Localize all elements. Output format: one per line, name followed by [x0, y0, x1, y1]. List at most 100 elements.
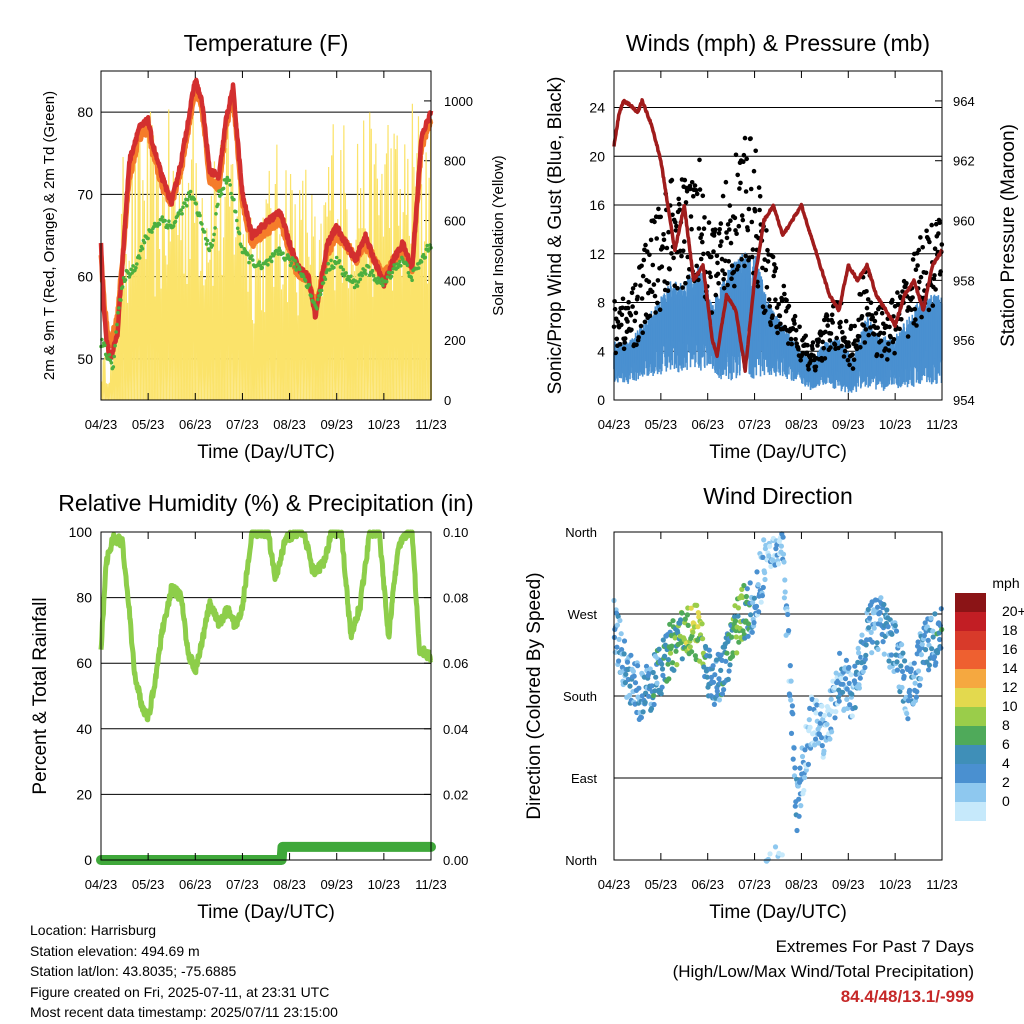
gust-point	[638, 283, 643, 288]
gust-point	[691, 194, 696, 199]
direction-point	[689, 649, 695, 655]
direction-point	[727, 662, 733, 668]
direction-point	[710, 679, 717, 685]
figure-created: Figure created on Fri, 2025-07-11, at 23…	[30, 983, 330, 1000]
direction-point	[862, 656, 868, 662]
colorbar-label: 0	[1002, 793, 1010, 809]
dewpoint-point	[281, 251, 285, 255]
gust-point	[796, 346, 801, 352]
dewpoint-point	[352, 285, 357, 290]
dewpoint-point	[227, 178, 231, 183]
winds-ytick-right-label: 960	[953, 214, 975, 229]
direction-xtick-label: 08/23	[785, 877, 818, 892]
gust-point	[913, 267, 919, 273]
gust-point	[650, 262, 656, 268]
direction-point	[894, 659, 900, 665]
direction-point	[901, 673, 907, 680]
direction-point	[674, 662, 680, 668]
gust-point	[680, 285, 685, 290]
direction-point	[918, 676, 924, 682]
dewpoint-point	[107, 353, 112, 357]
gust-point	[873, 311, 879, 316]
direction-point	[844, 686, 850, 692]
dewpoint-point	[177, 212, 182, 216]
gust-point	[842, 348, 848, 354]
solar-spike	[319, 223, 323, 401]
gust-point	[849, 323, 854, 329]
gust-point	[741, 159, 746, 164]
direction-point	[780, 534, 786, 540]
gust-point	[854, 343, 859, 348]
direction-point	[749, 629, 755, 635]
direction-point	[649, 683, 655, 689]
gust-point	[643, 242, 648, 248]
gust-point	[676, 196, 681, 202]
gust-point	[764, 285, 770, 290]
temperature-ytick-right-label: 1000	[444, 94, 473, 109]
humidity-xtick-label: 09/23	[320, 877, 353, 892]
winds-ytick-right-label: 954	[953, 393, 975, 408]
colorbar-swatch	[955, 764, 986, 783]
direction-point	[761, 537, 767, 543]
direction-point	[877, 617, 884, 623]
dewpoint-point	[298, 267, 302, 272]
humidity-ytick-right-label: 0.08	[443, 591, 468, 606]
dewpoint-point	[389, 274, 394, 279]
gust-point	[776, 302, 781, 307]
gust-point	[783, 308, 789, 314]
direction-point	[788, 730, 795, 737]
gust-point	[888, 334, 893, 340]
winds-panel: Winds (mph) & Pressure (mb) 0 4 8 12 16 20 24 95…	[545, 30, 1019, 463]
dewpoint-point	[339, 265, 344, 269]
dewpoint-point	[360, 273, 365, 278]
solar-spike	[143, 200, 146, 401]
humidity-ytick-right-label: 0.00	[443, 853, 468, 868]
gust-point	[633, 310, 639, 316]
gust-point	[649, 289, 655, 295]
gust-point	[654, 236, 659, 241]
direction-point	[665, 661, 671, 667]
gust-point	[745, 227, 751, 233]
temperature-ylabel-right: Solar Insolation (Yellow)	[490, 155, 507, 315]
dewpoint-point	[180, 212, 184, 216]
gust-point	[766, 297, 772, 302]
gust-point	[933, 287, 938, 292]
solar-spike	[301, 180, 305, 401]
gust-point	[919, 314, 924, 320]
direction-point	[775, 561, 782, 567]
gust-point	[743, 189, 749, 194]
dewpoint-point	[216, 202, 220, 207]
gust-point	[846, 340, 851, 345]
gust-point	[879, 310, 885, 316]
solar-spike	[417, 116, 420, 401]
dewpoint-point	[163, 218, 167, 223]
gust-point	[846, 343, 852, 349]
direction-point	[751, 595, 758, 601]
direction-point	[855, 659, 861, 666]
gust-point	[753, 148, 758, 154]
gust-point	[693, 188, 699, 193]
direction-point	[662, 653, 668, 659]
gust-point	[828, 331, 834, 336]
direction-point	[884, 607, 890, 613]
direction-point	[918, 652, 925, 658]
gust-point	[891, 337, 897, 342]
colorbar-label: 4	[1002, 755, 1010, 771]
direction-ytick-label: West	[568, 607, 598, 622]
dewpoint-point	[160, 215, 165, 219]
dewpoint-point	[332, 265, 336, 270]
dewpoint-point	[319, 288, 324, 293]
gust-point	[742, 263, 747, 269]
direction-point	[789, 703, 796, 709]
colorbar-swatch	[955, 593, 986, 612]
station-location: Location: Harrisburg	[30, 922, 157, 938]
solar-spike	[124, 254, 128, 401]
direction-point	[846, 664, 852, 671]
solar-spike	[196, 200, 200, 401]
direction-point	[730, 650, 736, 656]
gust-point	[701, 226, 707, 231]
direction-point	[881, 651, 887, 657]
dewpoint-point	[221, 186, 226, 191]
dewpoint-point	[363, 268, 367, 273]
direction-point	[857, 675, 863, 681]
